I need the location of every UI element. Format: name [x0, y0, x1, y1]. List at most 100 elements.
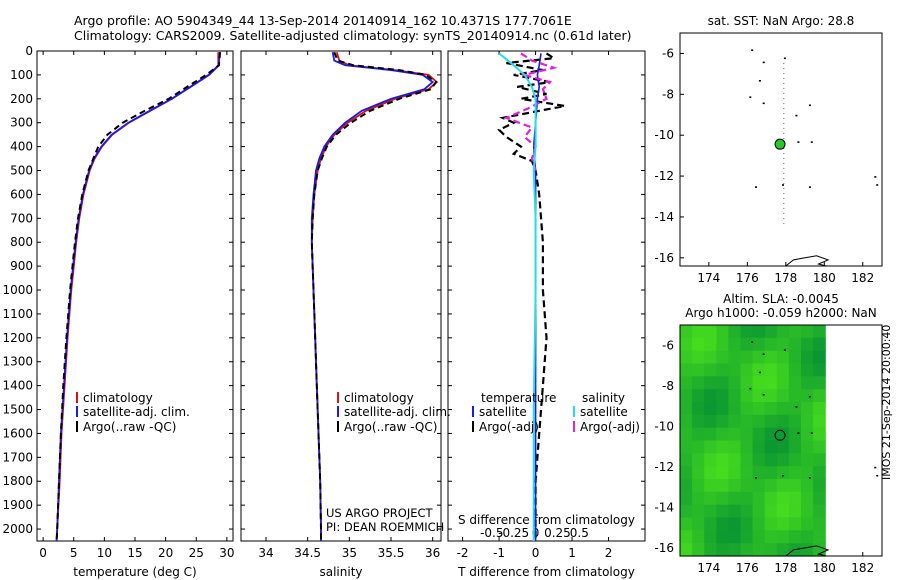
sla-field-cell — [813, 389, 826, 403]
sla-field-cell — [740, 530, 754, 544]
sla-map-island — [874, 466, 877, 469]
sla-field-cell — [716, 414, 729, 429]
sla-field-cell — [764, 376, 778, 390]
sla-field-cell — [801, 504, 814, 519]
sst-map-island — [783, 57, 786, 60]
sla-map-title-line2: Argo h1000: -0.059 h2000: NaN — [685, 306, 877, 320]
sst-map-island — [758, 80, 761, 82]
sst-map-island — [782, 184, 784, 186]
sst-map-island — [808, 186, 811, 188]
sla-map-island — [783, 349, 786, 351]
sla-field-cell — [801, 491, 814, 506]
sla-field-cell — [692, 504, 705, 519]
sla-field-cell — [704, 389, 717, 403]
sla-field-cell — [801, 453, 814, 467]
sla-field-cell — [801, 414, 814, 429]
sla-field-cell — [776, 517, 790, 531]
sla-field-cell — [680, 389, 693, 403]
salinity-xtick-label: 34 — [258, 546, 273, 560]
sst-map-island — [751, 49, 754, 51]
sla-map-lon-label: 182 — [851, 561, 874, 575]
sla-field-cell — [776, 491, 790, 506]
temperature-xtick-label: 10 — [97, 546, 112, 560]
argo-float-marker-sst — [774, 138, 786, 150]
sla-field-cell — [716, 325, 729, 339]
sla-field-cell — [716, 530, 729, 544]
depth-tick-label: 1100 — [2, 307, 33, 321]
sla-field-cell — [740, 350, 754, 365]
sla-field-cell — [788, 363, 802, 377]
sla-field-cell — [740, 543, 754, 557]
sla-field-cell — [740, 427, 754, 442]
sla-field-cell — [740, 440, 754, 454]
sla-field-cell — [801, 376, 814, 390]
sla-field-cell — [764, 466, 778, 480]
tdiff-xtick-label: -1 — [493, 546, 505, 560]
sla-field-cell — [813, 350, 826, 365]
salinity-xtick-label: 35.5 — [378, 546, 405, 560]
sdiff-argo-line — [503, 52, 558, 171]
tdiff-argo-line — [497, 52, 565, 541]
depth-tick-label: 400 — [10, 140, 33, 154]
legend-salinity-header: salinity — [582, 391, 625, 405]
sla-field-cell — [716, 350, 729, 365]
sla-field-cell — [788, 337, 802, 352]
sla-field-cell — [692, 517, 705, 531]
sla-field-cell — [692, 337, 705, 352]
sla-field-cell — [776, 389, 790, 403]
sla-map-lat-label: -14 — [654, 500, 674, 514]
sla-field-cell — [801, 530, 814, 544]
sla-field-cell — [776, 337, 790, 352]
sla-field-cell — [716, 543, 729, 557]
legend-s-argo: Argo(-adj) — [580, 420, 640, 434]
salinity-satellite-line — [310, 52, 435, 541]
sla-field-cell — [801, 402, 814, 416]
sst-map-coastline — [785, 255, 830, 267]
sla-field-cell — [788, 414, 802, 429]
sla-field-cell — [716, 466, 729, 480]
argo-float-marker-sla — [774, 429, 786, 441]
sla-map-title-line1: Altim. SLA: -0.0045 — [723, 292, 839, 306]
sla-field-cell — [692, 427, 705, 442]
salinity-xtick-label: 35 — [342, 546, 357, 560]
sla-field-cell — [801, 466, 814, 480]
sdiff-tick-label: 0.5 — [570, 526, 589, 540]
sla-field-cell — [740, 466, 754, 480]
sst-map-lat-label: -14 — [654, 210, 674, 224]
depth-tick-label: 1000 — [2, 283, 33, 297]
legend-t-argo: Argo(-adj) — [479, 420, 539, 434]
sla-field-cell — [692, 414, 705, 429]
sdiff-tick-label: -0.25 — [498, 526, 529, 540]
depth-tick-label: 100 — [10, 68, 33, 82]
depth-tick-label: 200 — [10, 92, 33, 106]
depth-tick-label: 1500 — [2, 403, 33, 417]
sla-field-cell — [740, 491, 754, 506]
sla-field-cell — [716, 517, 729, 531]
sdiff-tick-label: 0.25 — [544, 526, 571, 540]
sla-field-cell — [740, 363, 754, 377]
sla-field-cell — [704, 402, 717, 416]
sla-field-cell — [788, 491, 802, 506]
sla-field-cell — [801, 427, 814, 442]
sla-field-cell — [680, 479, 693, 493]
sla-field-cell — [764, 414, 778, 429]
sla-map-island — [797, 432, 800, 434]
sla-field-cell — [728, 491, 742, 506]
sla-field-cell — [776, 350, 790, 365]
sla-field-cell — [764, 543, 778, 557]
sla-field-cell — [704, 491, 717, 506]
depth-tick-label: 1900 — [2, 498, 33, 512]
sla-field-cell — [752, 491, 766, 506]
sla-field-cell — [813, 440, 826, 454]
sla-field-cell — [764, 402, 778, 416]
sla-map-lon-label: 176 — [736, 561, 759, 575]
tdiff-xtick-label: -2 — [457, 546, 469, 560]
sst-map-lat-label: -8 — [662, 87, 674, 101]
sla-field-cell — [680, 325, 693, 339]
depth-tick-label: 1600 — [2, 426, 33, 440]
sla-map-island — [795, 406, 798, 408]
sla-field-cell — [776, 325, 790, 339]
temperature-legend-satellite: satellite-adj. clim. — [83, 405, 190, 419]
sdiff-axis-label: S difference from climatology — [458, 513, 635, 527]
